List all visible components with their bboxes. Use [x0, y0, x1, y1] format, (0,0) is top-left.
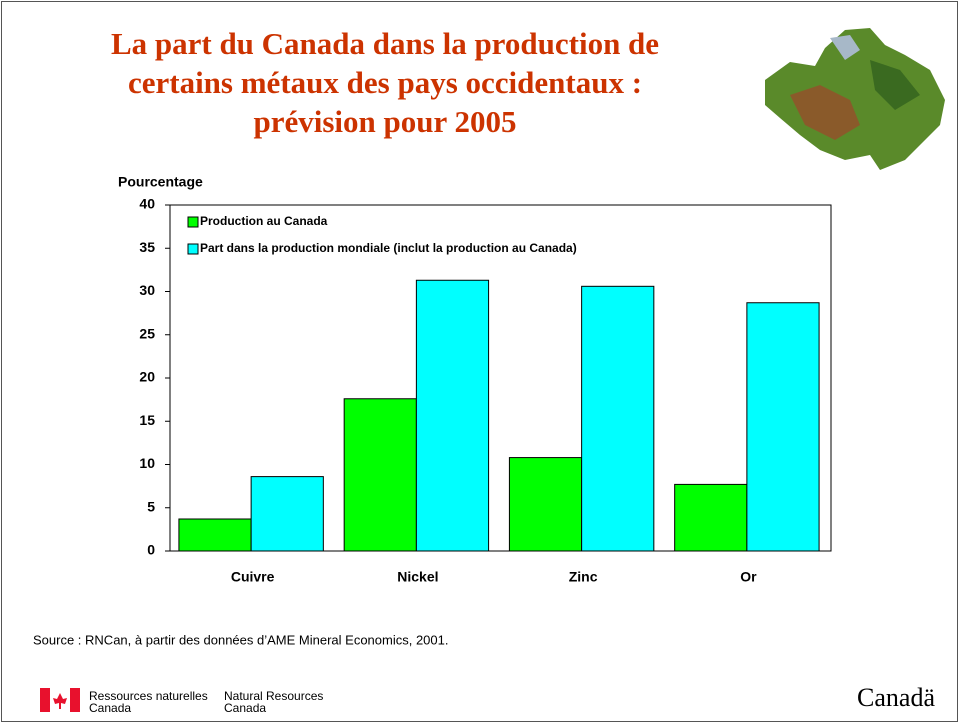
legend-swatch: [188, 244, 198, 254]
footer-flag: [40, 688, 80, 712]
chart-title-line: La part du Canada dans la production de: [111, 26, 659, 61]
bar: [344, 399, 416, 551]
y-tick-label: 10: [139, 455, 155, 471]
chart-title-line: certains métaux des pays occidentaux :: [128, 65, 642, 100]
y-tick-label: 0: [147, 542, 155, 558]
x-tick-label: Or: [740, 569, 757, 585]
bar: [251, 477, 323, 551]
bar: [747, 303, 819, 551]
footer-text: Canada: [89, 701, 131, 715]
y-tick-label: 40: [139, 196, 155, 212]
x-tick-label: Zinc: [569, 569, 598, 585]
y-tick-label: 20: [139, 369, 155, 385]
canada-wordmark: Canadä: [857, 683, 935, 712]
bar: [509, 458, 581, 551]
footer-text: Canada: [224, 701, 266, 715]
bar: [675, 484, 747, 551]
x-tick-label: Nickel: [397, 569, 438, 585]
y-tick-label: 25: [139, 325, 155, 341]
bar: [416, 280, 488, 551]
legend-swatch: [188, 217, 198, 227]
page: La part du Canada dans la production de …: [0, 0, 959, 723]
source-note: Source : RNCan, à partir des données d’A…: [33, 632, 448, 647]
y-tick-label: 5: [147, 498, 155, 514]
y-axis-label: Pourcentage: [118, 174, 203, 190]
x-tick-label: Cuivre: [231, 569, 275, 585]
y-tick-label: 30: [139, 282, 155, 298]
legend-label: Part dans la production mondiale (inclut…: [200, 241, 577, 255]
legend-label: Production au Canada: [200, 214, 328, 228]
y-tick-label: 15: [139, 412, 155, 428]
slide: La part du Canada dans la production de …: [0, 0, 959, 723]
y-tick-label: 35: [139, 239, 155, 255]
chart-title-line: prévision pour 2005: [254, 104, 517, 139]
bar: [179, 519, 251, 551]
bar: [582, 286, 654, 551]
